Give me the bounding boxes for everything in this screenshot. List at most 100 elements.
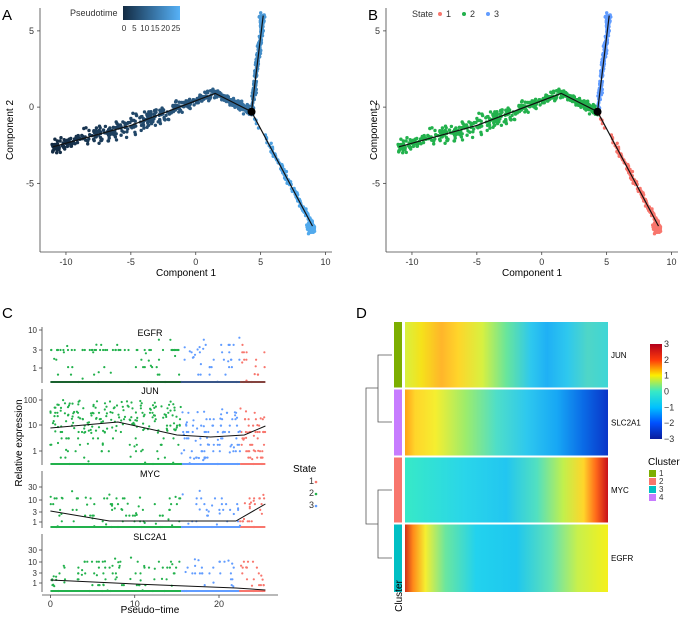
expression-point [196, 348, 199, 351]
expression-point [49, 503, 52, 506]
expression-point [174, 354, 177, 358]
expression-point [218, 443, 221, 446]
expression-point [121, 405, 124, 408]
cell-point [98, 135, 103, 140]
expression-point [245, 578, 249, 581]
expression-point [168, 403, 171, 406]
cell-point [180, 110, 184, 115]
expression-point [87, 429, 90, 432]
expression-point [239, 407, 242, 410]
expression-point [190, 351, 193, 354]
cell-point [438, 129, 442, 133]
expression-point [67, 366, 70, 369]
expression-point [86, 442, 89, 445]
expression-point [252, 462, 255, 466]
expression-point [89, 497, 92, 500]
expression-point [63, 412, 66, 415]
expression-point [178, 560, 181, 563]
cell-point [653, 228, 657, 232]
expression-point [244, 410, 248, 413]
y-axis-title: Component 2 [5, 100, 16, 160]
facet-myc: MYC 30 10 31 [28, 469, 266, 529]
expression-point [157, 457, 160, 460]
expression-point [172, 403, 175, 406]
expression-point [111, 437, 115, 440]
expression-point [97, 566, 100, 569]
expression-point [197, 373, 200, 376]
expression-point [66, 414, 70, 417]
expression-point [201, 450, 204, 453]
expression-point [216, 430, 219, 434]
expression-point [220, 343, 223, 346]
expression-point [123, 415, 127, 418]
x-tick-label: 10 [130, 599, 140, 609]
expression-point [193, 558, 196, 561]
cell-point [61, 144, 66, 148]
expression-point [170, 348, 173, 352]
expression-point [247, 456, 250, 459]
expression-point [197, 456, 200, 460]
expression-point [52, 503, 55, 506]
expression-point [186, 566, 189, 569]
expression-point [90, 560, 94, 563]
cell-point [92, 137, 96, 142]
expression-point [87, 462, 90, 466]
expression-point [93, 373, 96, 376]
cell-point [500, 108, 504, 112]
expression-point [67, 437, 70, 440]
expression-point [173, 572, 176, 575]
expression-point [257, 572, 260, 575]
legend-tick-label: 25 [171, 24, 180, 33]
expression-point [87, 460, 90, 463]
expression-point [183, 449, 186, 452]
expression-point [213, 497, 217, 500]
cell-point [152, 112, 156, 116]
expression-point [220, 413, 223, 416]
cell-point [55, 148, 60, 152]
expression-point [228, 451, 231, 454]
expression-point [143, 564, 146, 568]
y-tick-label: 5 [29, 26, 34, 36]
expression-point [59, 508, 62, 511]
expression-point [261, 589, 264, 593]
expression-point [236, 520, 240, 523]
expression-point [212, 450, 215, 453]
expression-point [128, 418, 131, 421]
cell-point [432, 142, 436, 146]
expression-point [77, 566, 80, 569]
expression-point [50, 443, 53, 446]
expression-point [57, 589, 60, 593]
expression-point [243, 418, 247, 421]
legend-swatch-state-2 [314, 492, 318, 496]
expression-point [68, 462, 71, 466]
expression-point [222, 358, 225, 361]
cell-point [97, 128, 102, 133]
pseudotime-colorbar [123, 6, 180, 20]
expression-point [80, 573, 83, 576]
expression-point [197, 559, 200, 562]
expression-point [172, 437, 175, 440]
expression-point [147, 566, 151, 569]
cell-point [131, 111, 135, 116]
cell-point [55, 139, 59, 143]
expression-point [130, 416, 133, 419]
expression-point [178, 418, 182, 421]
expression-point [65, 420, 68, 423]
legend-tick-label: 20 [161, 24, 170, 33]
expression-point [172, 422, 176, 425]
expression-point [93, 503, 96, 506]
cell-point [604, 20, 608, 24]
expression-point [151, 404, 155, 407]
cell-point [471, 130, 475, 134]
cell-point [401, 148, 406, 152]
facet-title: EGFR [137, 328, 163, 338]
expression-point [239, 520, 242, 523]
expression-point [261, 578, 264, 581]
expression-point [135, 513, 138, 517]
expression-point [216, 443, 219, 446]
expression-point [167, 411, 170, 414]
cell-point [158, 121, 163, 126]
cell-point [585, 102, 589, 106]
expression-point [248, 520, 251, 523]
cell-point [453, 128, 457, 132]
